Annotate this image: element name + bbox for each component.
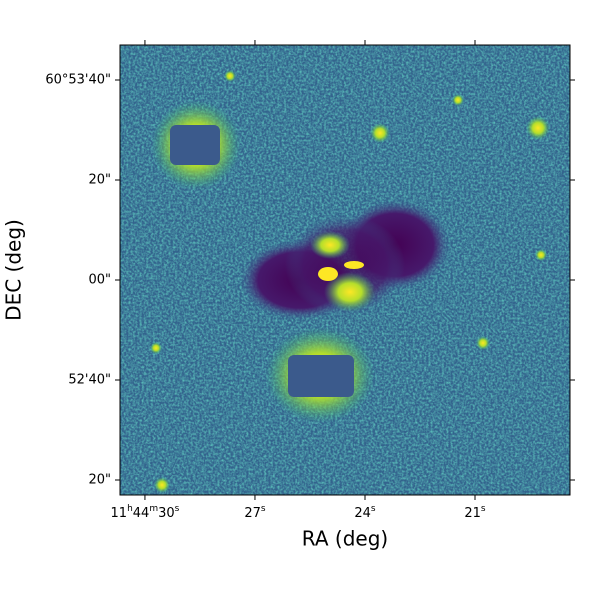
x-tick-label: 24s — [354, 504, 376, 521]
y-tick-label: 20" — [88, 173, 111, 188]
x-axis-label: RA (deg) — [302, 527, 388, 551]
y-axis-label: DEC (deg) — [2, 219, 26, 321]
y-tick-label: 60°53'40" — [45, 73, 111, 88]
frame — [119, 44, 571, 496]
y-tick-label: 20" — [88, 473, 111, 488]
y-tick-label: 52'40" — [68, 373, 111, 388]
x-tick-label: 11h44m30s — [111, 504, 180, 521]
x-tick-label: 21s — [464, 504, 486, 521]
image — [120, 45, 570, 495]
y-tick-label: 00" — [88, 273, 111, 288]
x-tick-label: 27s — [244, 504, 266, 521]
